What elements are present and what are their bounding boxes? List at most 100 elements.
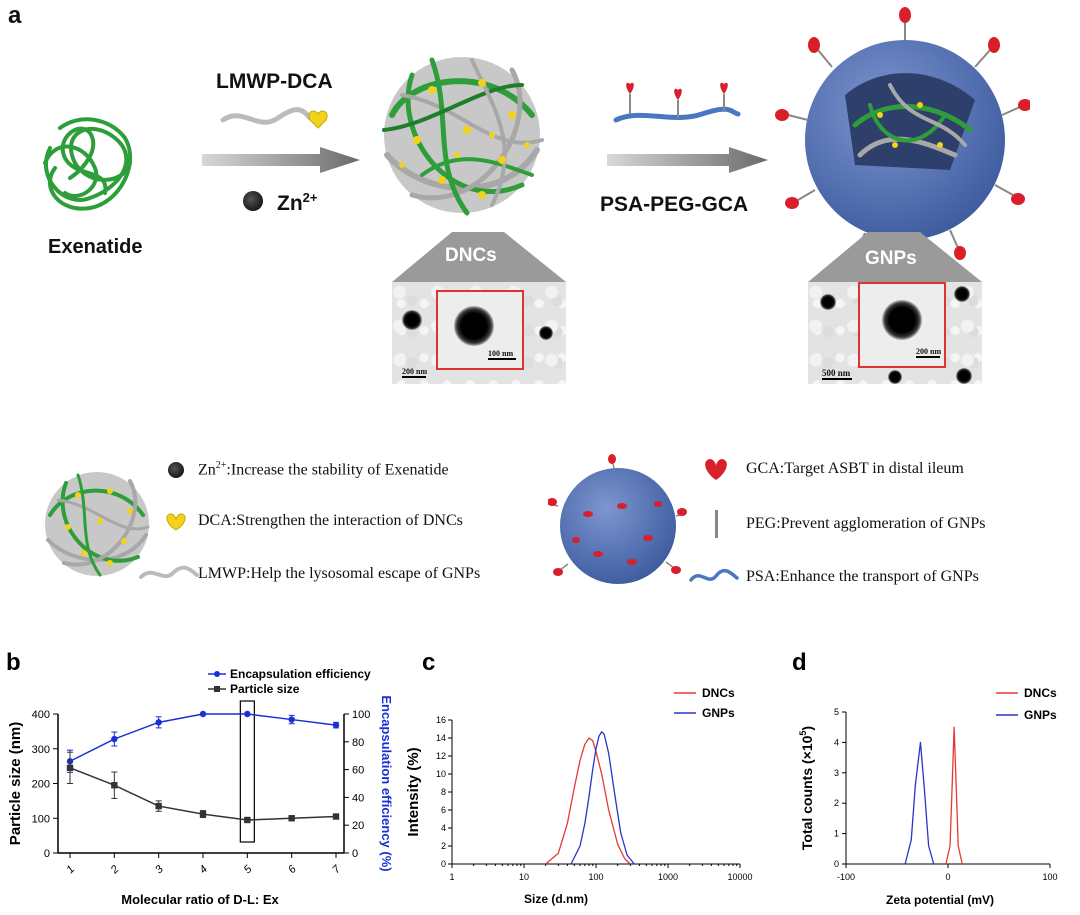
- b-point: [288, 716, 295, 723]
- b-left-tick-label: 300: [32, 744, 50, 756]
- b-point: [155, 802, 162, 810]
- d-legend-label: GNPs: [1024, 708, 1057, 722]
- panel-d-label: d: [792, 649, 807, 676]
- b-x-tick-label: 4: [197, 863, 210, 876]
- c-x-axis-label: Size (d.nm): [524, 892, 588, 906]
- c-x-tick-label: 100: [588, 872, 603, 882]
- c-series-line: [570, 731, 635, 865]
- b-legend-label: Encapsulation efficiency: [230, 667, 371, 681]
- d-y-tick-label: 5: [834, 707, 839, 717]
- b-point: [199, 710, 207, 718]
- b-point: [155, 719, 162, 726]
- d-y-tick-label: 0: [834, 859, 839, 869]
- b-right-tick-label: 100: [352, 709, 370, 721]
- c-x-tick-label: 10000: [727, 872, 752, 882]
- b-point: [244, 710, 251, 718]
- b-x-tick-label: 1: [64, 863, 77, 876]
- b-point: [111, 735, 118, 743]
- chart-c: c 0 2 4 6 8 10 12 14 16 1 10 100 1000 10000 Intensity (…: [405, 649, 753, 906]
- b-x-tick-label: 5: [242, 863, 255, 876]
- b-x-tick-label: 7: [330, 863, 343, 876]
- d-y-axis-label: Total counts (×105): [798, 726, 815, 850]
- b-x-axis-label: Molecular ratio of D-L: Ex: [121, 892, 279, 907]
- b-y2-axis-label: Encapsulation efficiency (%): [379, 695, 394, 871]
- b-right-tick-label: 60: [352, 765, 364, 777]
- b-left-tick-label: 200: [32, 779, 50, 791]
- exenatide-coil-icon: [43, 117, 132, 211]
- legend-zn-text: Zn2+:Increase the stability of Exenatide: [198, 460, 449, 479]
- c-y-axis-label: Intensity (%): [405, 747, 422, 836]
- c-x-tick-label: 1: [449, 872, 454, 882]
- d-y-tick-label: 3: [834, 768, 839, 778]
- b-point: [244, 816, 251, 824]
- b-right-tick-label: 80: [352, 737, 364, 749]
- dnc-tem-image: 100 nm 200 nm: [392, 282, 566, 384]
- legend-dca-icon: [166, 513, 186, 531]
- legend-gca-text: GCA:Target ASBT in distal ileum: [746, 460, 964, 477]
- zn-ion-icon: [243, 191, 263, 211]
- b-left-tick-label: 100: [32, 813, 50, 825]
- c-x-tick-label: 1000: [658, 872, 678, 882]
- chart-d: d 0 1 2 3 4 5 -100 0 100 Total counts (×105) Zeta p…: [792, 649, 1058, 907]
- b-right-tick-label: 0: [352, 848, 358, 860]
- legend-zn-icon: [168, 462, 184, 478]
- legend-peg-icon: [715, 510, 718, 538]
- c-legend-label: GNPs: [702, 706, 735, 720]
- legend-dca-text: DCA:Strengthen the interaction of DNCs: [198, 512, 463, 529]
- d-y-tick-label: 4: [834, 737, 839, 747]
- c-x-tick-label: 10: [519, 872, 529, 882]
- lmwp-dca-icon: [220, 107, 328, 129]
- b-point: [288, 815, 295, 822]
- legend-lmwp-icon: [139, 565, 199, 579]
- b-point: [332, 721, 340, 729]
- panel-c-label: c: [422, 649, 435, 676]
- psa-peg-gca-icon: [613, 82, 741, 123]
- d-y-tick-label: 2: [834, 798, 839, 808]
- gnp-label: GNPs: [865, 248, 917, 269]
- legend-gca-icon: [705, 459, 727, 480]
- b-right-tick-label: 20: [352, 820, 364, 832]
- d-series-line: [945, 726, 963, 865]
- dnc-inset: 100 nm: [436, 290, 524, 370]
- reaction-arrow-1-icon: [202, 147, 360, 173]
- c-legend-label: DNCs: [702, 686, 735, 700]
- b-x-tick-label: 3: [153, 863, 166, 876]
- legend-psa-icon: [689, 568, 739, 582]
- c-y-tick-label: 14: [436, 733, 446, 743]
- b-point: [332, 813, 340, 820]
- chart-b: b 0 100 200 300 400 0 20 40 60 80 100 1 2 3 4 5 6 7 Particl…: [6, 649, 394, 907]
- d-legend-label: DNCs: [1024, 686, 1057, 700]
- b-left-tick-label: 0: [44, 848, 50, 860]
- b-legend-marker: [214, 671, 220, 677]
- c-series-line: [545, 737, 631, 865]
- legend-dnc-icon: [45, 472, 150, 577]
- b-point: [199, 810, 207, 818]
- b-point: [111, 782, 118, 789]
- b-right-tick-label: 40: [352, 792, 364, 804]
- d-y-tick-label: 1: [834, 829, 839, 839]
- gnp-inset: 200 nm: [858, 282, 946, 368]
- b-point: [66, 764, 74, 772]
- b-x-tick-label: 6: [286, 863, 299, 876]
- reaction-arrow-2-icon: [607, 147, 768, 173]
- dnc-label: DNCs: [445, 245, 497, 266]
- gnp-zoom-trapezoid: [808, 232, 982, 282]
- panel-a-label: a: [8, 2, 22, 29]
- dnc-particle-icon: [382, 57, 544, 216]
- d-series-line: [904, 741, 935, 865]
- b-legend-marker: [214, 686, 220, 692]
- c-y-tick-label: 16: [436, 715, 446, 725]
- b-y-axis-label: Particle size (nm): [7, 722, 24, 845]
- d-x-tick-label: -100: [837, 872, 855, 882]
- c-y-tick-label: 0: [441, 859, 446, 869]
- legend-gnp-icon: [548, 454, 687, 584]
- exenatide-label: Exenatide: [48, 236, 143, 258]
- legend-psa-text: PSA:Enhance the transport of GNPs: [746, 568, 979, 585]
- lmwp-dca-label: LMWP-DCA: [216, 70, 333, 93]
- c-y-tick-label: 8: [441, 787, 446, 797]
- panel-b-label: b: [6, 649, 21, 676]
- c-y-tick-label: 4: [441, 823, 446, 833]
- zn-label: Zn2+: [277, 190, 318, 215]
- c-y-tick-label: 10: [436, 769, 446, 779]
- b-series-line: [69, 713, 337, 762]
